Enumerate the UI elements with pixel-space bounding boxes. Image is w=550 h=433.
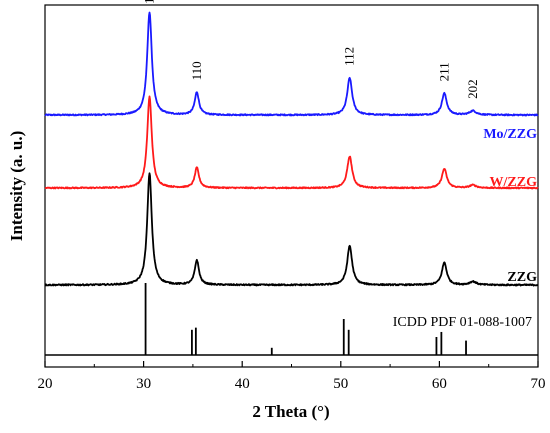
x-tick-label-70: 70 [531, 376, 546, 392]
x-tick-label-30: 30 [136, 376, 151, 392]
x-tick-label-50: 50 [333, 376, 348, 392]
series-label-w-zzg: W/ZZG [490, 175, 538, 190]
x-axis-ticks: 20 30 40 50 60 70 [38, 361, 546, 392]
x-axis-title: 2 Theta (°) [252, 402, 329, 421]
peak-label-211: 211 [436, 62, 451, 81]
plot-frame [44, 4, 539, 368]
peak-label-202: 202 [465, 79, 480, 99]
series-label-zzg: ZZG [507, 270, 537, 285]
series-line-zzg [44, 172, 539, 287]
reference-label: ICDD PDF 01-088-1007 [393, 315, 532, 330]
peak-label-101: 101 [142, 0, 157, 4]
series-line-w-zzg [44, 95, 539, 190]
peak-label-110: 110 [189, 61, 204, 80]
y-axis-title: Intensity (a. u.) [7, 131, 26, 242]
x-tick-label-20: 20 [38, 376, 53, 392]
series-line-mo-zzg [44, 11, 539, 117]
series-label-mo-zzg: Mo/ZZG [483, 127, 537, 142]
series-group: 101 110 112 211 202 [44, 0, 539, 287]
reference-pattern [45, 283, 538, 356]
peak-label-112: 112 [342, 47, 357, 66]
x-tick-label-60: 60 [432, 376, 447, 392]
x-tick-label-40: 40 [235, 376, 250, 392]
